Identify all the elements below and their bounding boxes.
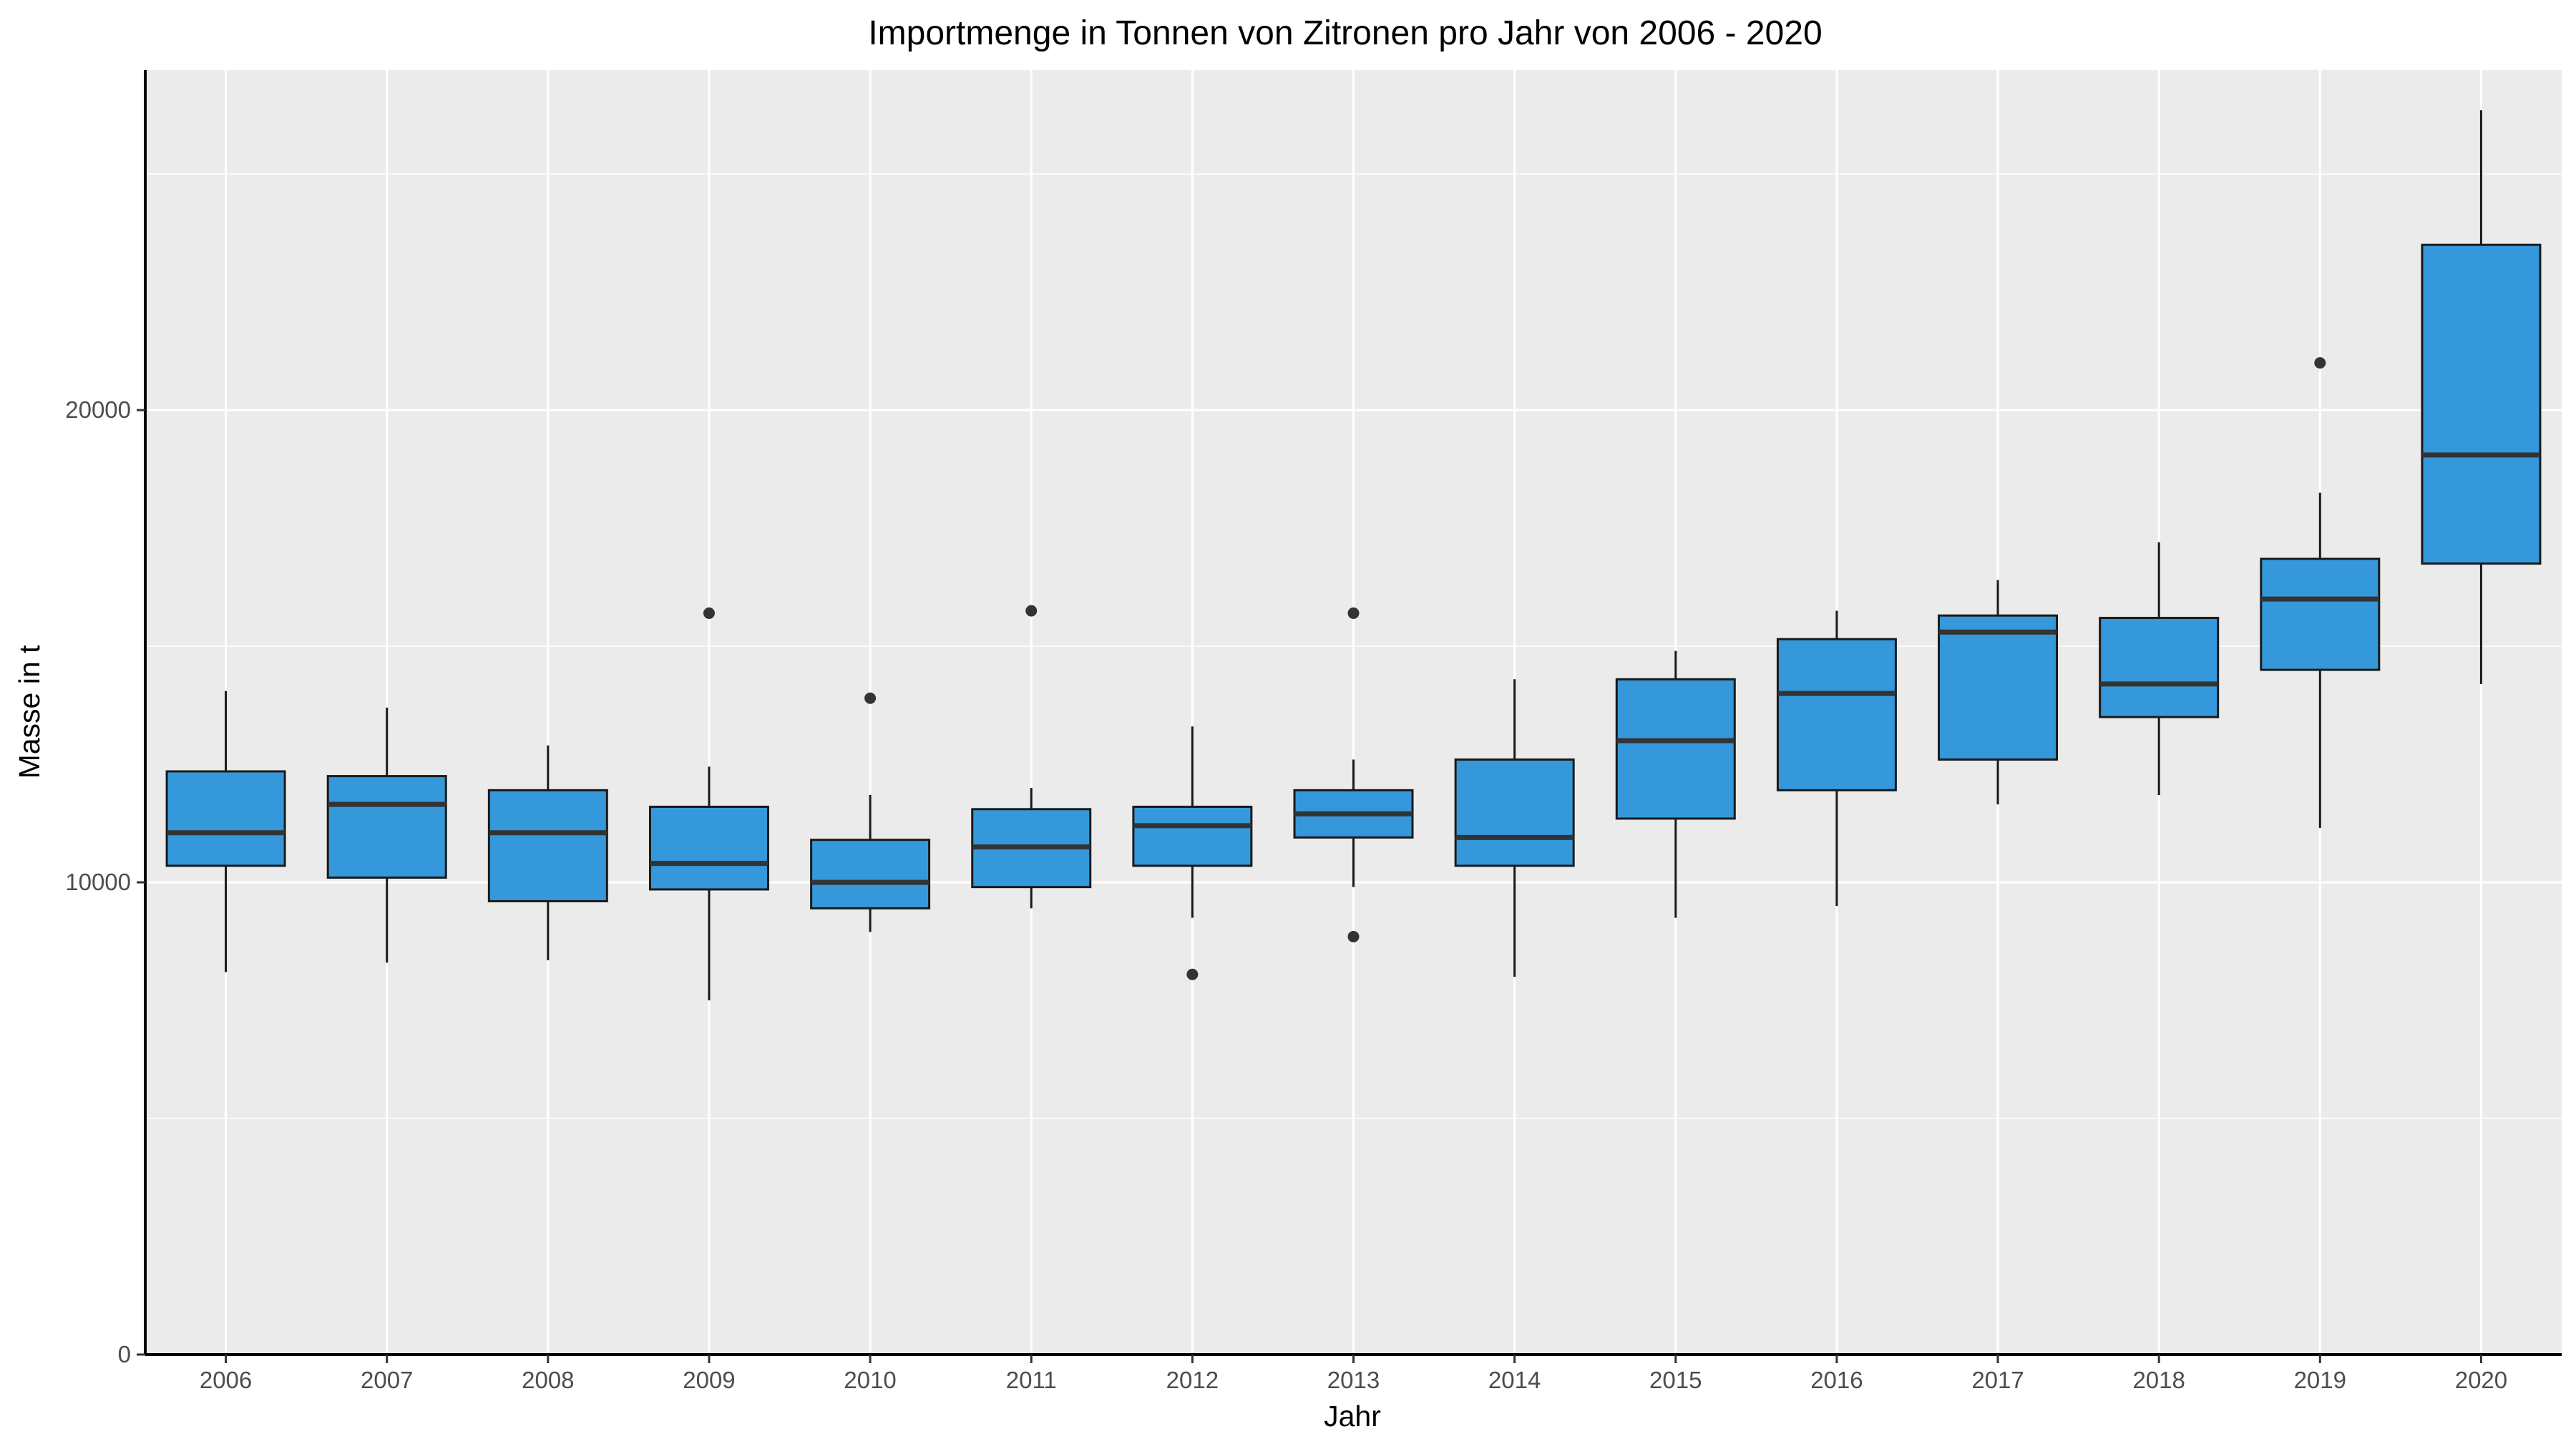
- x-tick-label: 2009: [683, 1367, 735, 1393]
- box-2008: [487, 745, 608, 960]
- iqr-box: [2260, 557, 2381, 671]
- outlier-point: [2314, 357, 2326, 369]
- box-2017: [1938, 580, 2059, 805]
- box-2019: [2260, 357, 2381, 829]
- x-tick-label: 2014: [1488, 1367, 1541, 1393]
- x-tick-label: 2020: [2455, 1367, 2507, 1393]
- iqr-box: [648, 805, 769, 891]
- box-2013: [1293, 607, 1414, 942]
- y-tick-label: 10000: [65, 869, 131, 895]
- box-2014: [1454, 679, 1575, 977]
- x-tick-label: 2011: [1006, 1367, 1057, 1393]
- iqr-box: [1132, 805, 1253, 867]
- outlier-point: [1347, 930, 1360, 942]
- x-tick-label: 2019: [2294, 1367, 2346, 1393]
- x-tick-label: 2017: [1971, 1367, 2024, 1393]
- x-tick-label: 2013: [1327, 1367, 1380, 1393]
- boxes: [165, 110, 2542, 1001]
- box-2009: [648, 607, 769, 1001]
- outlier-point: [1186, 968, 1199, 980]
- x-tick-label: 2008: [522, 1367, 574, 1393]
- iqr-box: [1454, 758, 1575, 867]
- outlier-point: [1347, 607, 1360, 619]
- box-2006: [165, 691, 286, 972]
- x-axis-title: Jahr: [1324, 1400, 1381, 1433]
- iqr-box: [2099, 617, 2220, 718]
- iqr-box: [2421, 243, 2542, 565]
- iqr-box: [326, 775, 447, 879]
- x-tick-label: 2015: [1649, 1367, 1702, 1393]
- box-2016: [1776, 610, 1897, 907]
- box-2012: [1132, 726, 1253, 980]
- box-2015: [1615, 650, 1736, 918]
- x-tick-label: 2016: [1810, 1367, 1863, 1393]
- chart-title: Importmenge in Tonnen von Zitronen pro J…: [868, 14, 1822, 52]
- y-tick-label: 0: [118, 1341, 131, 1367]
- box-2007: [326, 707, 447, 963]
- x-tick-label: 2018: [2132, 1367, 2185, 1393]
- iqr-box: [165, 770, 286, 867]
- x-tick-label: 2007: [361, 1367, 413, 1393]
- x-tick-label: 2006: [200, 1367, 252, 1393]
- y-axis-title: Masse in t: [13, 645, 46, 779]
- iqr-box: [810, 839, 931, 909]
- outlier-point: [703, 607, 715, 619]
- iqr-box: [1938, 614, 2059, 761]
- box-2010: [810, 692, 931, 932]
- x-tick-label: 2012: [1166, 1367, 1219, 1393]
- iqr-box: [1776, 638, 1897, 791]
- x-tick-label: 2010: [844, 1367, 896, 1393]
- iqr-box: [487, 789, 608, 902]
- box-2020: [2421, 110, 2542, 684]
- axis-ticks: 0 10000 20000 2006 2007 2008 2009 2010 2011 2012 2…: [65, 396, 2507, 1393]
- iqr-box: [1615, 678, 1736, 820]
- y-tick-label: 20000: [65, 396, 131, 423]
- box-2018: [2099, 542, 2220, 795]
- box-2011: [971, 605, 1092, 909]
- outlier-point: [1025, 605, 1038, 617]
- outlier-point: [864, 692, 877, 704]
